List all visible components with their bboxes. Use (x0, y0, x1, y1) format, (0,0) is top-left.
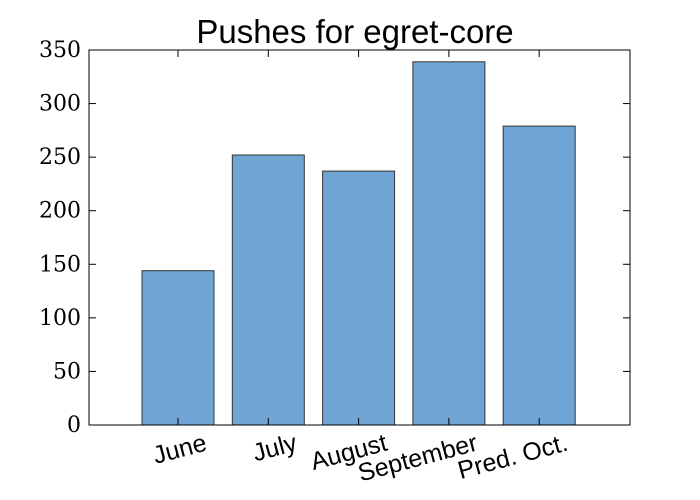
chart-title: Pushes for egret-core (196, 13, 513, 50)
y-tick-label: 350 (39, 38, 81, 63)
bar-august (322, 170, 396, 426)
y-tick-label: 50 (53, 359, 81, 384)
y-tick-label: 0 (67, 413, 81, 438)
y-axis: 0 50 100 150 200 250 300 350 (39, 38, 630, 438)
bar-pred-oct (502, 125, 576, 426)
plot-frame (88, 49, 631, 426)
y-tick-label: 250 (39, 145, 81, 170)
y-tick-label: 150 (39, 252, 81, 277)
y-tick-label: 100 (39, 306, 81, 331)
x-tick-label: June (150, 429, 210, 470)
y-tick-label: 300 (39, 92, 81, 117)
bar-september (412, 61, 486, 426)
bar-july (231, 154, 305, 426)
bars-layer (141, 61, 576, 426)
y-tick-label: 200 (39, 199, 81, 224)
bar-june (141, 270, 215, 426)
x-tick-label: July (250, 429, 301, 468)
